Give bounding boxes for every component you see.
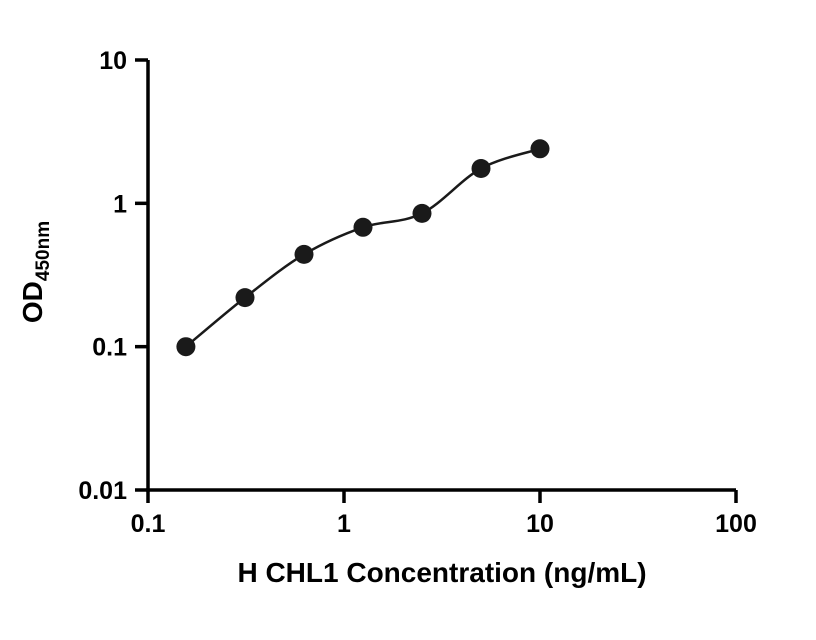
y-tick-label: 0.1 <box>92 334 127 362</box>
x-tick-label: 0.1 <box>131 510 166 538</box>
data-point <box>412 203 432 223</box>
x-axis-label: H CHL1 Concentration (ng/mL) <box>237 557 646 588</box>
x-tick-label: 1 <box>337 510 351 538</box>
data-point <box>294 244 314 264</box>
y-axis-label: OD450nm <box>17 221 54 323</box>
y-tick-label: 1 <box>113 190 127 218</box>
data-point <box>235 288 255 308</box>
x-tick-label: 10 <box>526 510 554 538</box>
data-point <box>471 159 491 178</box>
y-tick-label: 0.01 <box>78 477 127 505</box>
data-point <box>353 217 373 237</box>
y-axis-label-subscript: 450nm <box>33 221 54 281</box>
data-point <box>530 139 550 159</box>
data-point <box>176 337 196 357</box>
y-axis-label-main: OD <box>17 281 48 323</box>
x-tick-label: 100 <box>715 510 757 538</box>
fit-curve <box>185 147 541 348</box>
y-tick-label: 10 <box>99 47 127 75</box>
